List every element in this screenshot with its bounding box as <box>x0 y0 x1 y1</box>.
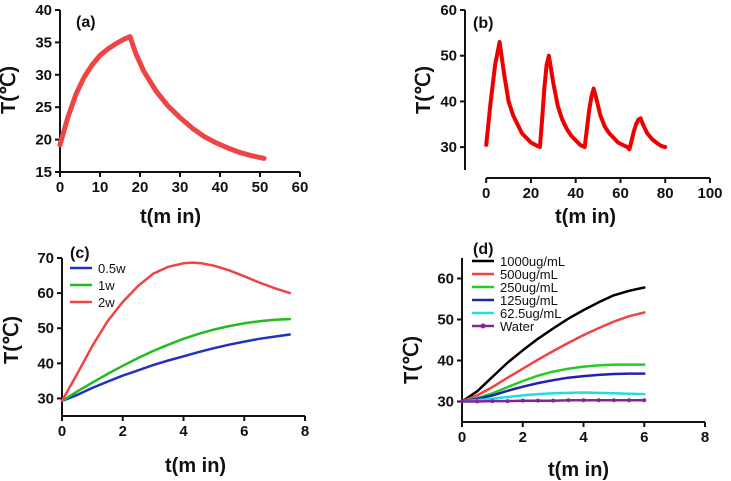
data-point <box>551 398 556 403</box>
x-tick-label: 10 <box>92 179 109 196</box>
y-tick-label: 60 <box>440 2 457 19</box>
y-tick-label: 60 <box>437 271 454 288</box>
x-tick-label: 30 <box>172 179 189 196</box>
y-tick-label: 25 <box>35 99 52 116</box>
x-tick-label: 4 <box>179 423 188 440</box>
legend-label: 500ug/mL <box>500 267 558 282</box>
y-tick-label: 40 <box>440 93 457 110</box>
series-line-b <box>484 40 668 152</box>
panel-a: 0 10 20 30 40 50 60 15 20 25 30 35 40 t(m in) T(℃) (a) <box>0 2 308 228</box>
x-tick-label: 50 <box>252 179 269 196</box>
legend-label: 2w <box>98 295 115 310</box>
x-axis-label: t(m in) <box>165 455 226 477</box>
legend-label: 0.5w <box>98 261 126 276</box>
legend-marker <box>480 323 486 329</box>
y-tick-label: 30 <box>437 394 454 411</box>
y-tick-label: 40 <box>35 2 52 19</box>
series-line-a <box>57 34 267 161</box>
x-tick-label: 0 <box>56 179 64 196</box>
y-tick-label: 60 <box>37 285 54 302</box>
series-line-05w <box>60 333 292 403</box>
y-tick-label: 50 <box>37 320 54 337</box>
series-line-1000ugmL <box>460 286 646 403</box>
legend-label: 1000ug/mL <box>500 254 565 269</box>
x-tick-label: 40 <box>567 185 584 202</box>
y-axis-label: T(℃) <box>0 66 20 114</box>
data-point <box>520 398 525 403</box>
y-tick-label: 50 <box>440 48 457 65</box>
y-tick-label: 20 <box>35 132 52 149</box>
panel-c: 0 2 4 6 8 30 40 50 60 70 t(m in) T(℃) (c) 0.5w 1w 2w <box>1 245 309 477</box>
x-tick-label: 80 <box>657 185 674 202</box>
y-axis-label: T(℃) <box>401 336 423 384</box>
x-tick-label: 40 <box>212 179 229 196</box>
panel-d: 0 2 4 6 8 30 40 50 60 t(m in) T(℃) (d) 1000ug/mL500u… <box>401 241 709 481</box>
x-tick-label: 8 <box>701 429 709 446</box>
x-tick-label: 2 <box>519 429 527 446</box>
data-point <box>505 399 510 404</box>
x-tick-label: 8 <box>301 423 309 440</box>
series-line-250ugmL <box>460 363 646 403</box>
data-point <box>627 398 632 403</box>
x-axis-label: t(m in) <box>548 459 609 481</box>
y-tick-label: 30 <box>35 67 52 84</box>
legend-label: 250ug/mL <box>500 280 558 295</box>
x-tick-label: 4 <box>579 429 588 446</box>
y-tick-label: 50 <box>437 312 454 329</box>
x-tick-label: 60 <box>292 179 309 196</box>
x-tick-label: 2 <box>119 423 127 440</box>
data-point <box>611 398 616 403</box>
x-tick-label: 60 <box>612 185 629 202</box>
x-tick-label: 20 <box>132 179 149 196</box>
series-line-125ugmL <box>460 372 646 403</box>
series-line-2w <box>60 261 292 403</box>
x-tick-label: 100 <box>697 185 722 202</box>
legend-label: 1w <box>98 278 115 293</box>
x-tick-label: 0 <box>458 429 466 446</box>
y-tick-label: 40 <box>37 355 54 372</box>
data-point <box>475 399 480 404</box>
data-point <box>460 399 464 404</box>
data-point <box>596 398 601 403</box>
y-tick-label: 30 <box>440 139 457 156</box>
panel-label: (a) <box>76 14 96 31</box>
x-axis-label: t(m in) <box>140 206 201 228</box>
data-point <box>535 398 540 403</box>
panel-label: (d) <box>473 241 493 258</box>
y-axis-label: T(℃) <box>413 66 435 114</box>
data-point <box>490 399 495 404</box>
legend-label: 125ug/mL <box>500 293 558 308</box>
series-line-500ugmL <box>460 311 646 403</box>
panel-label: (b) <box>473 15 493 32</box>
panel-label: (c) <box>70 245 90 262</box>
panel-b: 0 20 40 60 80 100 30 40 50 60 t(m in) T(℃) (b) <box>413 2 723 228</box>
y-tick-label: 15 <box>35 164 52 181</box>
x-tick-label: 20 <box>523 185 540 202</box>
series-line-1w <box>60 317 292 403</box>
data-point <box>642 398 647 403</box>
y-tick-label: 35 <box>35 34 52 51</box>
legend-label: 62.5ug/mL <box>500 306 561 321</box>
data-point <box>566 398 571 403</box>
series-line-625ugmL <box>460 391 646 403</box>
data-point <box>581 398 586 403</box>
legend-label: Water <box>500 319 535 334</box>
x-tick-label: 0 <box>58 423 66 440</box>
x-axis-label: t(m in) <box>555 206 616 228</box>
x-tick-label: 0 <box>482 185 490 202</box>
y-tick-label: 40 <box>437 353 454 370</box>
x-tick-label: 6 <box>640 429 648 446</box>
x-tick-label: 6 <box>240 423 248 440</box>
y-axis-label: T(℃) <box>1 316 23 364</box>
y-tick-label: 70 <box>37 250 54 267</box>
y-tick-label: 30 <box>37 390 54 407</box>
